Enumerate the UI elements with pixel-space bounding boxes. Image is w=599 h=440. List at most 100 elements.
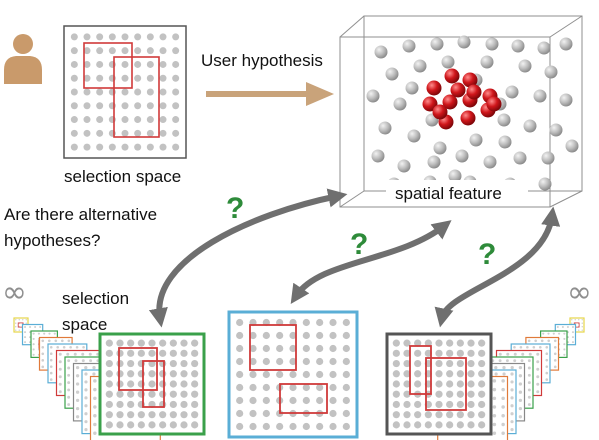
grid-dot bbox=[121, 143, 129, 151]
question-line-2: hypotheses? bbox=[4, 231, 100, 250]
red-sphere bbox=[462, 72, 478, 88]
stack-dot bbox=[510, 420, 514, 424]
grid-dot bbox=[342, 370, 350, 379]
stack-dot bbox=[545, 345, 549, 349]
stack-dot bbox=[492, 396, 497, 401]
grid-dot bbox=[316, 422, 324, 431]
stack-dot bbox=[571, 322, 573, 324]
grid-dot bbox=[403, 380, 411, 388]
grid-dot bbox=[180, 400, 188, 409]
selection-space-grid-green bbox=[98, 332, 206, 436]
stack-dot bbox=[58, 352, 62, 356]
grid-dot bbox=[70, 88, 78, 96]
grid-dot bbox=[435, 349, 443, 357]
grid-dot bbox=[159, 47, 167, 55]
grid-dot bbox=[329, 318, 337, 327]
gray-sphere bbox=[533, 89, 547, 103]
grid-dot bbox=[392, 380, 400, 388]
grid-dot bbox=[262, 383, 270, 392]
selection-space-label-bottom-2: space bbox=[62, 315, 107, 334]
grid-dot bbox=[392, 390, 400, 398]
grid-dot bbox=[276, 344, 284, 353]
grid-dot bbox=[467, 359, 475, 368]
selection-space-grid-dark bbox=[385, 332, 493, 436]
grid-dot bbox=[148, 339, 156, 347]
stack-dot bbox=[510, 412, 514, 416]
grid-dot bbox=[121, 74, 129, 82]
grid-dot bbox=[159, 339, 167, 347]
stack-dot bbox=[69, 345, 72, 349]
grid-dot bbox=[96, 116, 104, 124]
stack-dot bbox=[502, 372, 506, 376]
stack-dot bbox=[518, 406, 523, 411]
gray-sphere bbox=[541, 151, 555, 165]
stack-dot bbox=[571, 326, 574, 329]
grid-dot bbox=[392, 411, 400, 419]
double-arrow-2 bbox=[290, 220, 452, 304]
grid-dot bbox=[105, 359, 113, 368]
grid-dot bbox=[456, 339, 464, 347]
selection-rect bbox=[83, 42, 133, 89]
stack-dot bbox=[552, 332, 555, 335]
grid-dot bbox=[467, 390, 475, 398]
grid-dot bbox=[467, 370, 475, 378]
grid-dot bbox=[456, 390, 464, 398]
grid-dot bbox=[316, 370, 324, 379]
grid-dot bbox=[236, 331, 244, 340]
grid-dot bbox=[478, 359, 486, 368]
stack-dot bbox=[553, 339, 557, 343]
grid-dot bbox=[96, 47, 104, 55]
stack-dot bbox=[73, 352, 77, 356]
stack-dot bbox=[527, 366, 531, 370]
grid-dot bbox=[116, 400, 124, 409]
stack-dot bbox=[553, 345, 557, 349]
grid-dot bbox=[262, 396, 270, 405]
grid-dot bbox=[392, 359, 400, 368]
person-icon bbox=[4, 34, 42, 84]
stack-dot bbox=[58, 375, 62, 379]
grid-dot bbox=[302, 422, 310, 431]
grid-dot bbox=[302, 344, 310, 353]
grid-dot bbox=[146, 33, 154, 41]
stack-dot bbox=[492, 431, 497, 435]
grid-dot bbox=[159, 143, 167, 151]
selection-rect bbox=[425, 357, 467, 411]
gray-sphere bbox=[537, 41, 551, 55]
stack-dot bbox=[492, 422, 497, 427]
grid-dot bbox=[467, 411, 475, 419]
stack-dot bbox=[39, 326, 42, 329]
stack-dot bbox=[566, 326, 569, 329]
stack-dot bbox=[93, 405, 97, 409]
gray-sphere bbox=[565, 139, 579, 153]
grid-dot bbox=[236, 344, 244, 353]
grid-dot bbox=[435, 380, 443, 388]
gray-sphere bbox=[405, 81, 419, 95]
grid-dot bbox=[169, 400, 177, 409]
grid-dot bbox=[414, 370, 422, 378]
grid-dot bbox=[191, 390, 199, 398]
gray-sphere bbox=[544, 65, 558, 79]
grid-dot bbox=[146, 47, 154, 55]
stack-dot bbox=[510, 396, 514, 400]
grid-dot bbox=[127, 370, 135, 378]
grid-dot bbox=[134, 88, 142, 96]
grid-dot bbox=[159, 349, 167, 357]
grid-dot bbox=[148, 390, 156, 398]
stack-dot bbox=[501, 405, 505, 409]
grid-dot bbox=[191, 359, 199, 368]
infinity-symbol-left: ∞ bbox=[2, 275, 27, 310]
gray-sphere bbox=[385, 67, 399, 81]
grid-dot bbox=[137, 411, 145, 419]
grid-dot bbox=[127, 421, 135, 429]
grid-dot bbox=[249, 383, 257, 392]
grid-dot bbox=[172, 129, 180, 137]
grid-dot bbox=[169, 349, 177, 357]
grid-dot bbox=[137, 349, 145, 357]
stack-dot bbox=[24, 326, 27, 329]
stack-dot bbox=[62, 345, 66, 349]
grid-dot bbox=[172, 47, 180, 55]
stack-dot bbox=[492, 405, 497, 409]
grid-dot bbox=[134, 60, 142, 68]
grid-dot bbox=[478, 421, 486, 429]
grid-dot bbox=[116, 411, 124, 419]
